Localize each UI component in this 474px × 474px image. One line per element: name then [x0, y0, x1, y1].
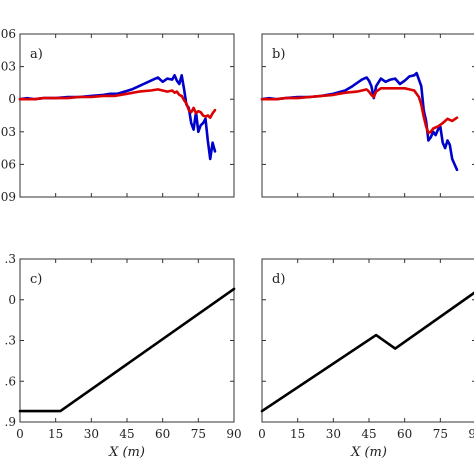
x-tick-label: 0	[258, 427, 266, 441]
series-line-0	[260, 291, 474, 413]
x-axis-title: X (m)	[350, 445, 387, 460]
y-tick-label: 0	[8, 92, 16, 106]
plot-frame	[261, 33, 474, 198]
series-line-1	[260, 87, 459, 135]
panel-d: 0 15 30 45 60 75 90 X (m) d)	[258, 258, 474, 460]
panel-c: .30.3.6.90 15 30 45 60 75 90X (m)c)	[5, 252, 242, 460]
x-tick-label: 15	[48, 427, 63, 441]
y-tick-label: .3	[5, 252, 16, 266]
x-tick-label: 60	[155, 427, 170, 441]
y-tick-label: .03	[0, 60, 16, 74]
y-tick-label: 0	[8, 293, 16, 307]
x-axis-title: X (m)	[108, 445, 145, 460]
y-tick-label: .09	[0, 190, 16, 204]
y-tick-label: .06	[0, 27, 16, 41]
x-tick-label: 90	[226, 427, 241, 441]
y-tick-label: .6	[5, 374, 16, 388]
x-tick-label: 45	[361, 427, 376, 441]
panel-label: a)	[30, 47, 43, 62]
y-tick-label: .06	[0, 157, 16, 171]
plot-frame	[19, 258, 235, 423]
series-line-1	[18, 88, 217, 119]
x-tick-label: 60	[397, 427, 412, 441]
x-tick-label: 75	[433, 427, 448, 441]
y-tick-label: .03	[0, 125, 16, 139]
y-tick-label: .9	[5, 415, 16, 429]
panel-label: d)	[272, 272, 285, 287]
plot-frame	[19, 33, 235, 198]
x-tick-label: 0	[16, 427, 24, 441]
panel-label: c)	[30, 272, 42, 287]
series-line-0	[18, 287, 236, 413]
x-tick-label: 75	[191, 427, 206, 441]
panel-label: b)	[272, 47, 285, 62]
panel-a: .06 .03 0 .03 .06 .09 a)	[0, 27, 235, 204]
y-tick-label: .3	[5, 334, 16, 348]
x-tick-label: 30	[326, 427, 341, 441]
x-tick-label: 45	[119, 427, 134, 441]
x-tick-label: 30	[84, 427, 99, 441]
x-tick-label: 90	[468, 427, 474, 441]
panel-b: b)	[260, 33, 474, 198]
x-tick-label: 15	[290, 427, 305, 441]
